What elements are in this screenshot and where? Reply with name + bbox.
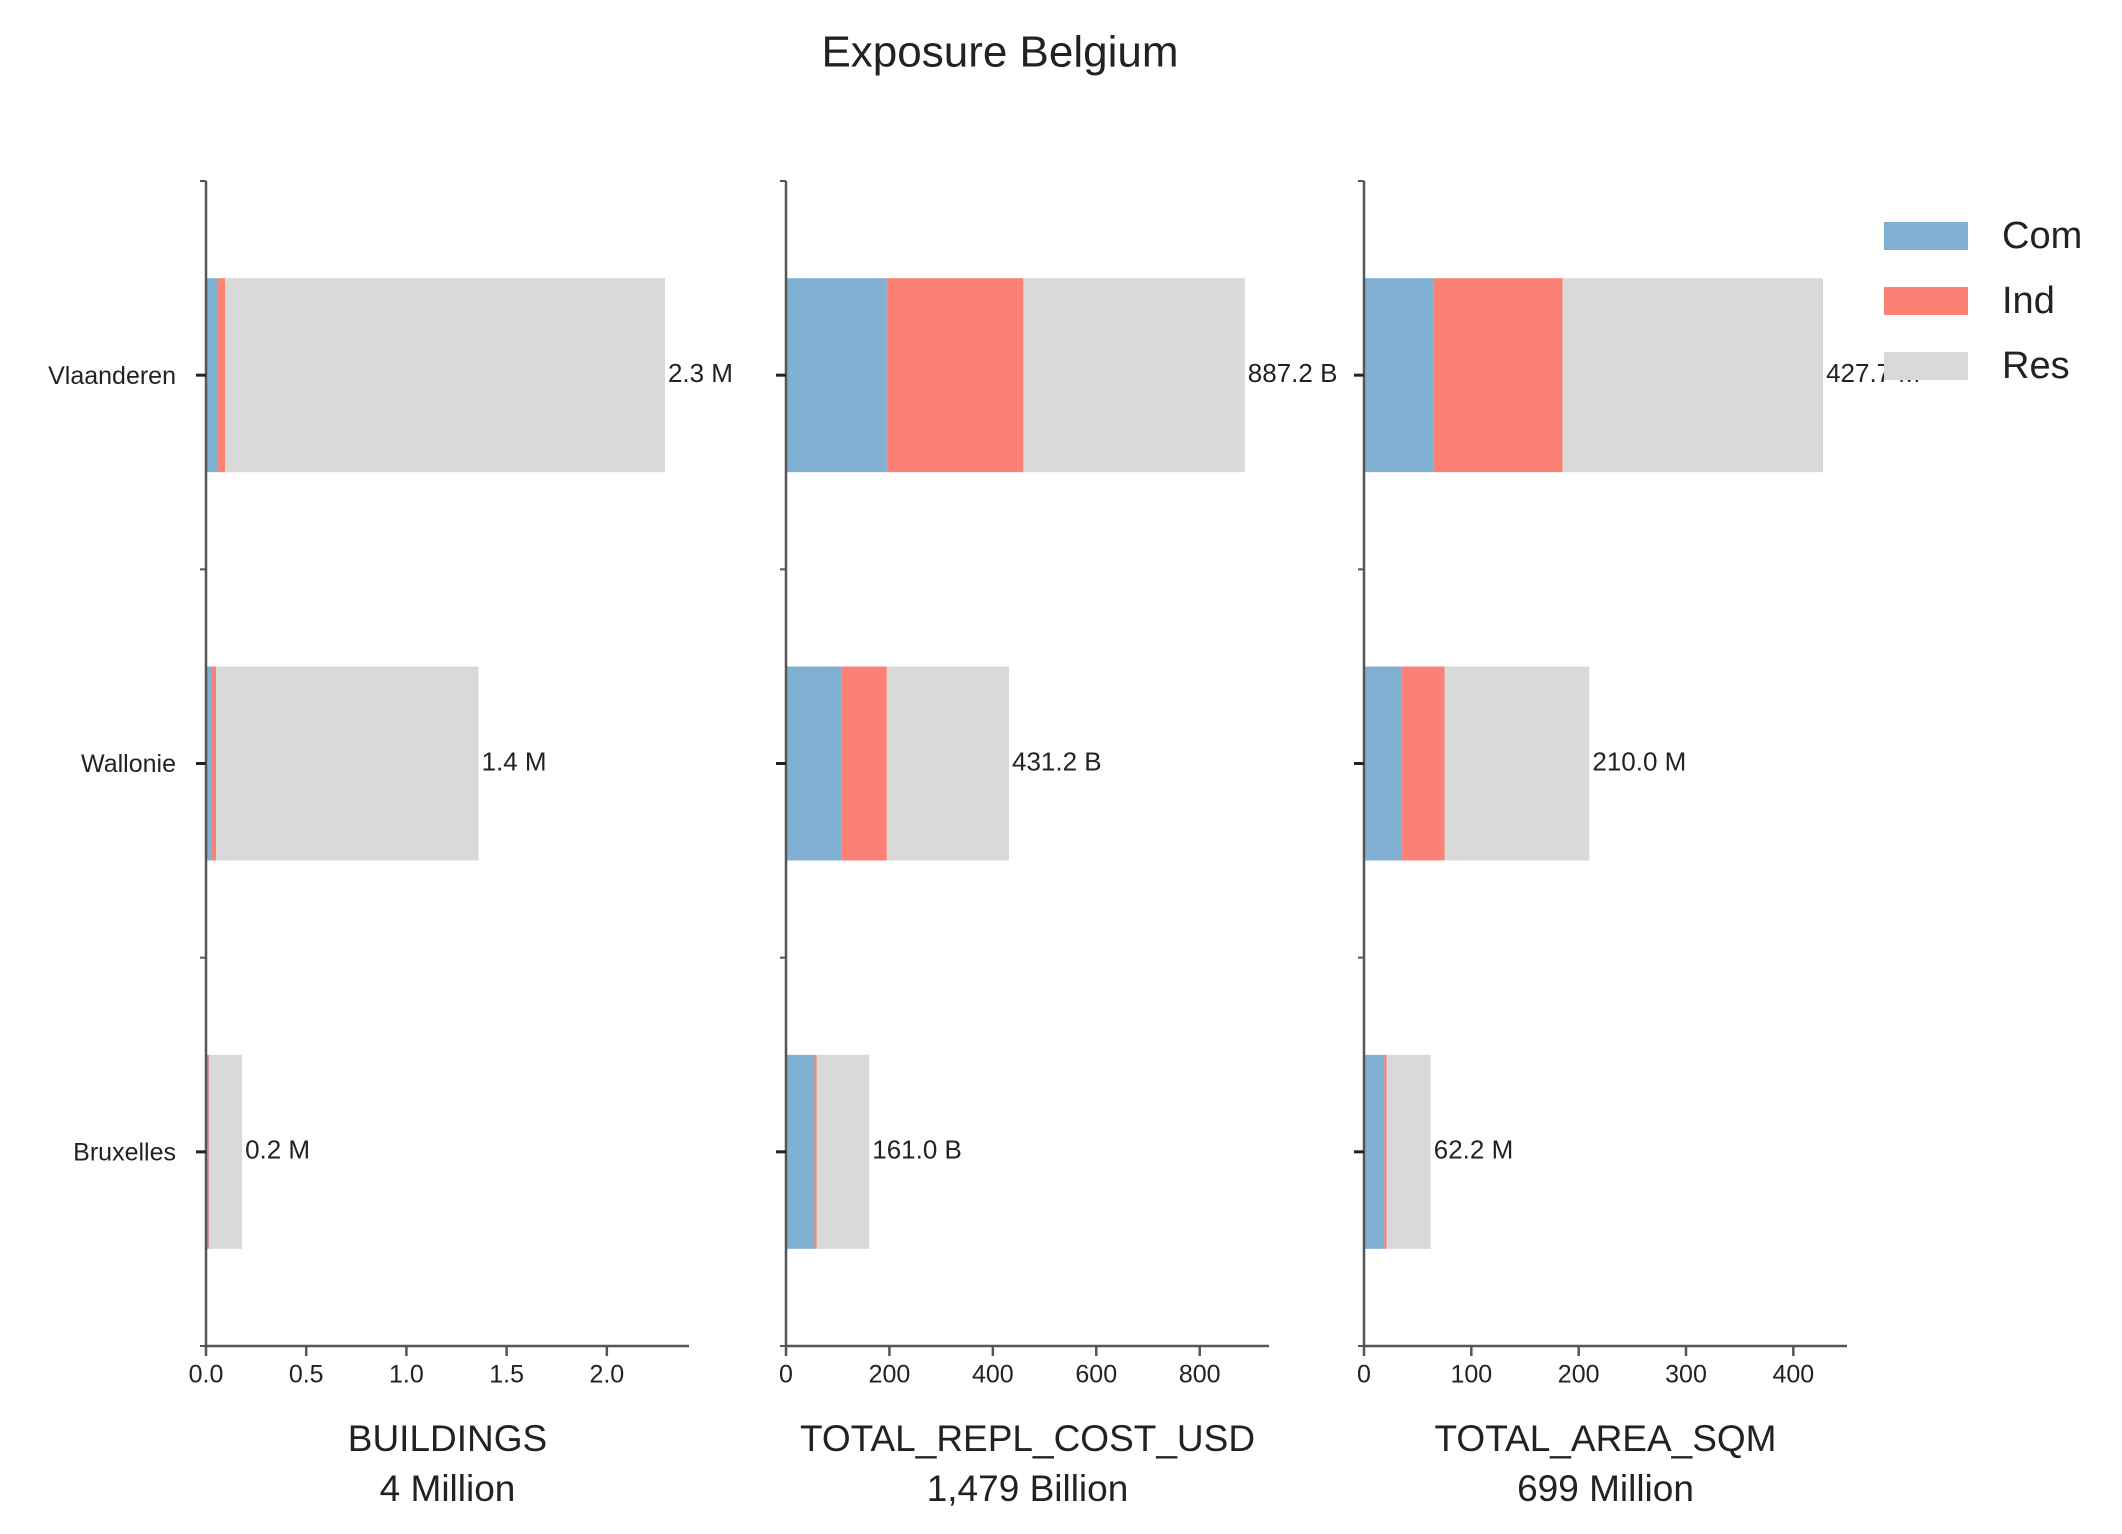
x-tick-label: 0.0 (189, 1361, 224, 1389)
x-axis-label: BUILDINGS (348, 1418, 547, 1459)
legend-label: Res (2002, 345, 2070, 387)
data-label: 431.2 B (1012, 746, 1102, 776)
bar-segment (217, 278, 226, 473)
x-tick-label: 400 (972, 1361, 1014, 1389)
data-label: 161.0 B (872, 1135, 962, 1165)
x-tick-label: 200 (869, 1361, 911, 1389)
x-tick-label: 0 (1357, 1361, 1371, 1389)
x-axis-label: 1,479 Billion (927, 1468, 1129, 1509)
legend-patch (1884, 287, 1968, 315)
x-tick-label: 1.0 (389, 1361, 424, 1389)
data-label: 2.3 M (668, 358, 733, 388)
bar-segment (816, 1054, 870, 1249)
bar-segment (786, 278, 887, 473)
x-tick-label: 200 (1558, 1361, 1600, 1389)
bar-segment (206, 666, 213, 861)
data-label: 210.0 M (1592, 746, 1686, 776)
bar-segment (841, 666, 887, 861)
legend-patch (1884, 352, 1968, 380)
bar-segment (886, 278, 1024, 473)
legend-label: Ind (2002, 280, 2055, 322)
y-tick-label: Bruxelles (73, 1138, 176, 1166)
bar-segment (886, 666, 1009, 861)
x-tick-label: 2.0 (589, 1361, 624, 1389)
legend-patch (1884, 222, 1968, 250)
x-tick-label: 400 (1772, 1361, 1814, 1389)
legend-label: Com (2002, 215, 2082, 257)
bar-segment (814, 1054, 817, 1249)
x-axis-label: 699 Million (1517, 1468, 1694, 1509)
bar-segment (206, 278, 218, 473)
x-tick-label: 100 (1450, 1361, 1492, 1389)
bar-segment (1562, 278, 1824, 473)
chart-title: Exposure Belgium (821, 28, 1178, 77)
bar-segment (1402, 666, 1445, 861)
x-axis-label: 4 Million (380, 1468, 516, 1509)
x-tick-label: 800 (1179, 1361, 1221, 1389)
bar-segment (786, 666, 842, 861)
bar-segment (1433, 278, 1563, 473)
x-axis-label: TOTAL_REPL_COST_USD (800, 1418, 1255, 1459)
bar-segment (208, 1054, 210, 1249)
x-tick-label: 1.5 (489, 1361, 524, 1389)
x-tick-label: 600 (1075, 1361, 1117, 1389)
bar-segment (1386, 1054, 1431, 1249)
x-tick-label: 0 (779, 1361, 793, 1389)
bar-segment (1364, 666, 1403, 861)
x-tick-label: 300 (1665, 1361, 1707, 1389)
data-label: 62.2 M (1434, 1135, 1514, 1165)
bar-segment (1444, 666, 1590, 861)
bar-segment (212, 666, 217, 861)
y-tick-label: Wallonie (81, 750, 176, 778)
bar-segment (786, 1054, 815, 1249)
y-tick-label: Vlaanderen (48, 362, 176, 390)
bar-segment (225, 278, 665, 473)
bar-segment (1384, 1054, 1387, 1249)
bar-segment (216, 666, 479, 861)
data-label: 887.2 B (1248, 358, 1338, 388)
x-tick-label: 0.5 (289, 1361, 324, 1389)
bar-segment (1023, 278, 1245, 473)
bar-segment (209, 1054, 243, 1249)
x-axis-label: TOTAL_AREA_SQM (1434, 1418, 1776, 1459)
data-label: 0.2 M (245, 1135, 310, 1165)
bar-segment (1364, 278, 1434, 473)
data-label: 1.4 M (482, 746, 547, 776)
bar-segment (1364, 1054, 1385, 1249)
